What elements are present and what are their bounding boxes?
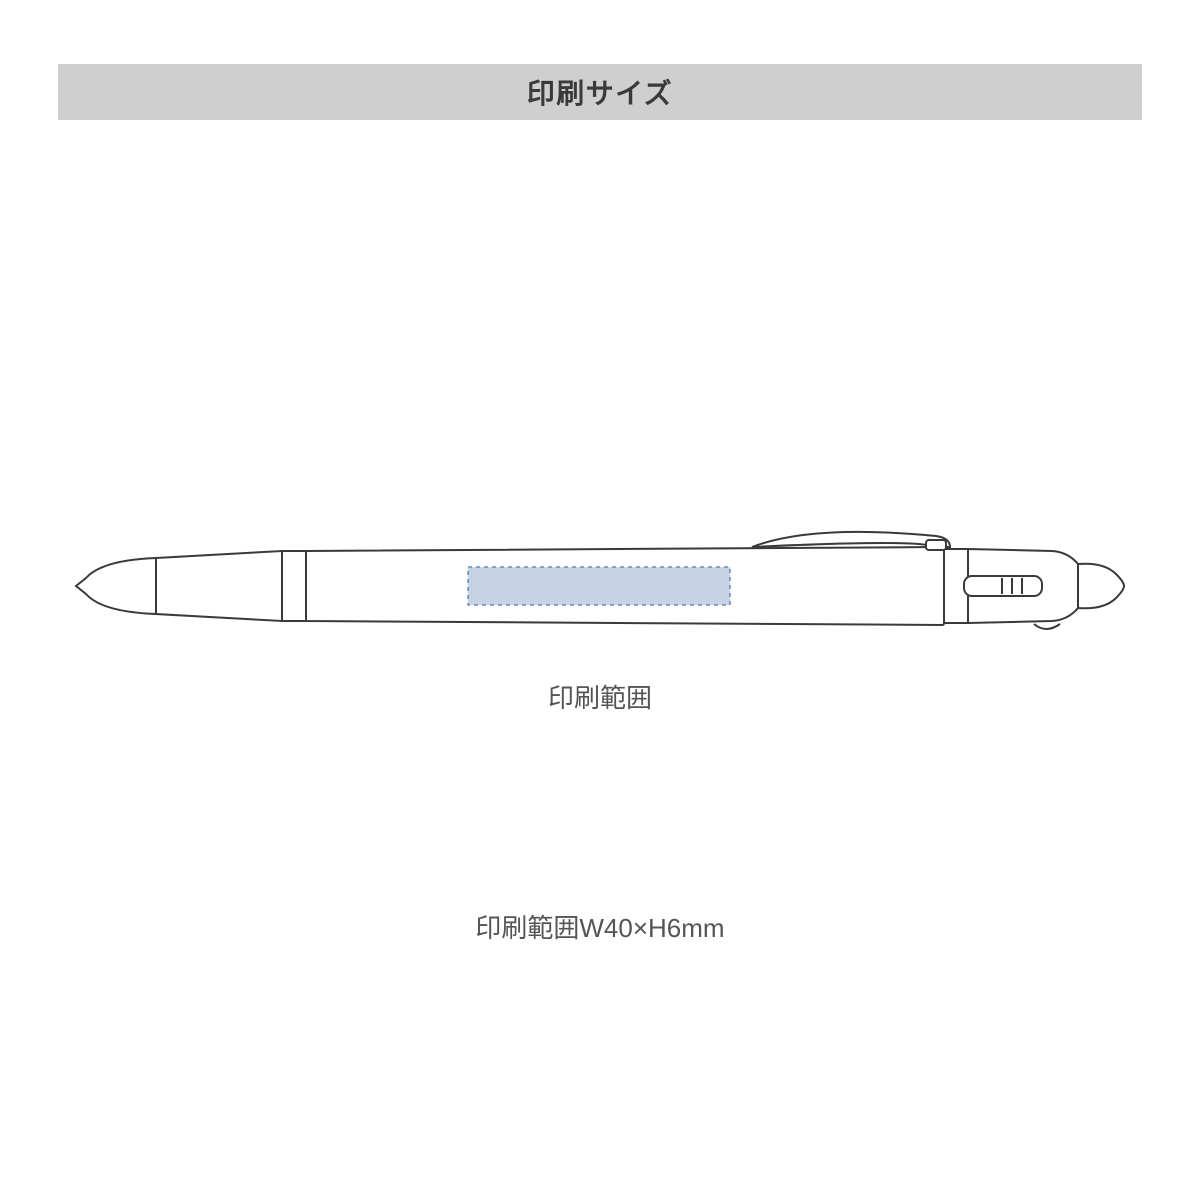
- header-bar: 印刷サイズ: [58, 64, 1142, 120]
- print-area-rect: [468, 567, 730, 605]
- spec-text: 印刷範囲W40×H6mm: [0, 908, 1200, 945]
- pen-diagram: [72, 530, 1128, 650]
- print-area-label: 印刷範囲: [0, 678, 1200, 715]
- header-title: 印刷サイズ: [527, 72, 673, 112]
